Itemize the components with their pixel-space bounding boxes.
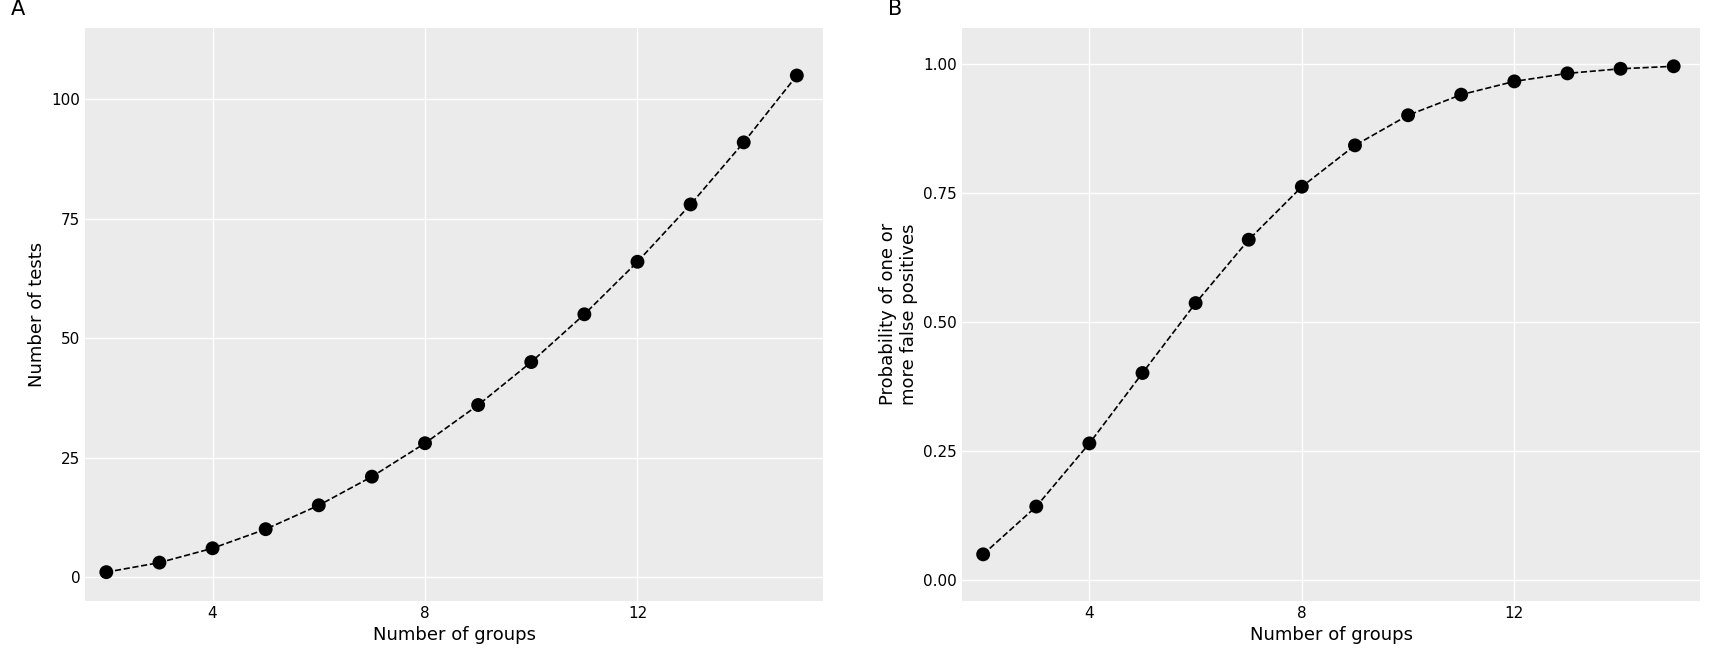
Y-axis label: Probability of one or
more false positives: Probability of one or more false positiv… [880,223,918,405]
Point [1661,61,1688,72]
Point [969,549,997,560]
Point [1075,438,1102,449]
X-axis label: Number of groups: Number of groups [373,626,536,644]
Point [465,400,492,411]
Point [1394,110,1422,121]
Point [1448,89,1476,100]
Point [1341,140,1369,151]
Point [93,566,121,577]
Point [517,357,544,368]
Text: A: A [12,0,26,19]
Point [304,500,332,511]
Point [199,543,226,554]
Point [1128,368,1156,378]
Point [677,199,705,210]
Point [1287,181,1315,192]
Point [1607,63,1635,74]
Point [729,137,757,148]
Point [570,309,598,320]
Point [1500,76,1528,87]
Point [145,557,173,568]
Point [252,523,280,534]
Point [1023,501,1051,512]
Point [1553,68,1581,79]
Point [1236,235,1263,245]
Point [411,438,439,449]
Point [624,257,651,267]
X-axis label: Number of groups: Number of groups [1249,626,1412,644]
Text: B: B [888,0,902,19]
Point [783,70,810,81]
Y-axis label: Number of tests: Number of tests [28,242,45,387]
Point [1182,298,1210,308]
Point [358,471,385,482]
